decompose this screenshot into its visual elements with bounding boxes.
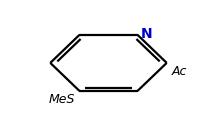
Text: Ac: Ac xyxy=(172,65,187,78)
Text: MeS: MeS xyxy=(49,93,75,106)
Text: N: N xyxy=(141,27,153,41)
